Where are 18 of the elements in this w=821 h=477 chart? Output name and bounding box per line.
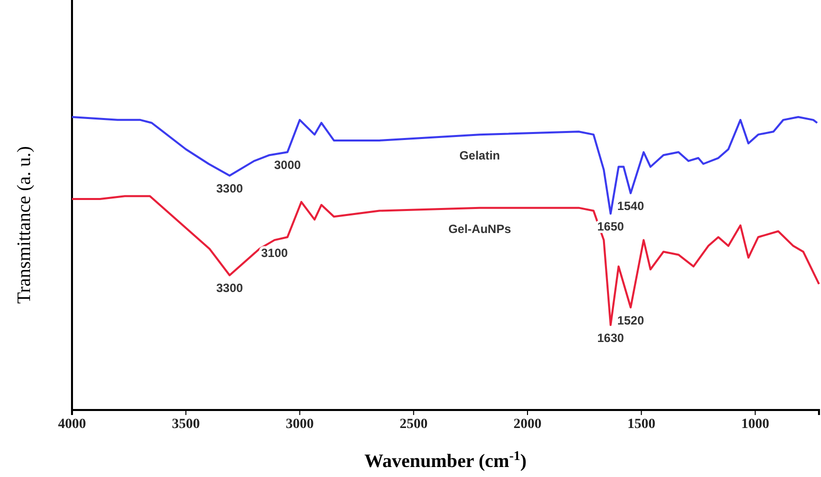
y-axis-title: Transmittance (a. u.) [14,146,35,304]
x-tick-label: 1000 [741,416,770,432]
annotation: 1520 [617,313,644,328]
annotation: 3000 [274,158,302,172]
annotation: 3100 [261,246,288,260]
x-tick-label: 3500 [172,416,200,432]
series-label: Gel-AuNPs [448,222,512,236]
x-tick-label: 2000 [513,416,542,432]
annotation: 1540 [617,199,644,214]
x-axis-title: Wavenumber (cm$^{-1}$) [364,448,527,472]
annotation: 3300 [216,182,244,196]
x-tick-label: 4000 [58,416,86,432]
x-tick-label: 2500 [400,416,428,432]
x-tick-label: 1500 [627,416,656,432]
annotation: 3300 [216,281,244,296]
annotation: 1630 [597,331,624,346]
x-tick-label: 3000 [286,416,314,432]
series-label: Gelatin [459,148,500,163]
